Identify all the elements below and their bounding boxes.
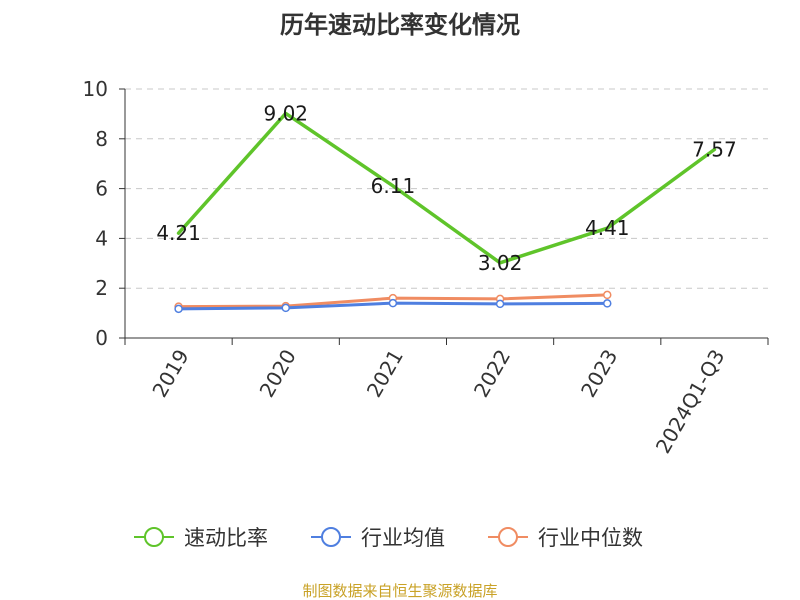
legend-label: 速动比率	[184, 526, 268, 550]
x-tick-label: 2023	[576, 345, 622, 401]
chart-title: 历年速动比率变化情况	[280, 11, 520, 39]
y-tick-label: 0	[95, 326, 108, 350]
y-tick-label: 6	[95, 177, 108, 201]
plot-area	[174, 111, 717, 314]
source-note: 制图数据来自恒生聚源数据库	[302, 582, 497, 600]
y-tick-label: 4	[95, 226, 108, 250]
data-label: 6.11	[371, 174, 416, 198]
series-point	[603, 290, 612, 300]
data-label: 9.02	[263, 101, 308, 125]
series-line	[176, 111, 717, 265]
data-label: 3.02	[478, 251, 523, 275]
legend-label: 行业中位数	[538, 526, 643, 550]
data-label: 4.21	[156, 221, 201, 245]
y-tick-label: 10	[83, 77, 108, 101]
x-tick-label: 2019	[147, 345, 193, 401]
axes: 0 2 4 6 8 10 2019 2020 2021 2022 2023 2024Q1-Q3	[83, 77, 769, 458]
legend-swatch-marker	[321, 527, 341, 547]
series-point	[281, 303, 290, 313]
y-tick-label: 8	[95, 127, 108, 151]
series-point	[388, 298, 398, 308]
data-labels: 4.21 9.02 6.11 3.02 4.41 7.57	[156, 101, 736, 274]
grid	[125, 88, 768, 289]
legend-label: 行业均值	[361, 526, 445, 550]
data-label: 4.41	[585, 216, 630, 240]
x-tick-label: 2021	[362, 345, 408, 401]
data-label: 7.57	[692, 138, 737, 162]
legend-swatch-marker	[498, 527, 518, 547]
y-tick-label: 2	[95, 276, 108, 300]
legend-swatch-marker	[144, 527, 164, 547]
legend: 速动比率 行业均值 行业中位数	[134, 526, 643, 550]
series-point	[495, 299, 505, 309]
series-point	[174, 304, 183, 314]
x-tick-label: 2020	[255, 345, 301, 401]
x-tick-label: 2022	[469, 345, 515, 401]
x-tick-label: 2024Q1-Q3	[651, 345, 730, 457]
series-point	[603, 299, 612, 308]
